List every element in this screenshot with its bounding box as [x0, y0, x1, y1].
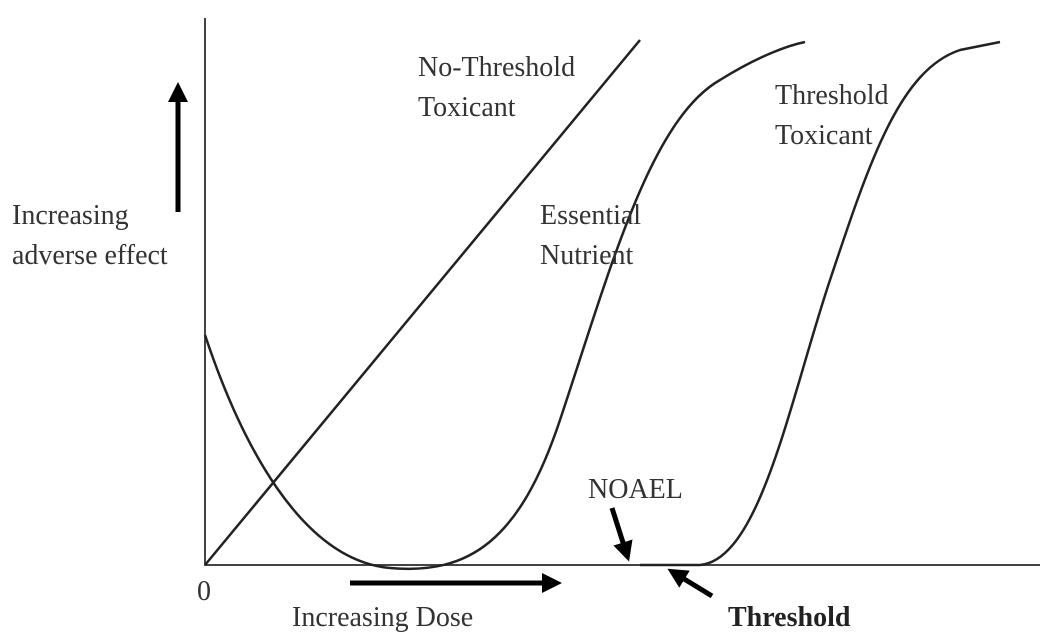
origin-label: 0 — [197, 576, 211, 607]
no-threshold-curve — [204, 39, 641, 566]
label: Essential — [540, 200, 641, 231]
label: Threshold — [728, 602, 851, 633]
axis-label: Increasing — [12, 200, 129, 231]
essential-nutrient-curve — [203, 40, 806, 571]
label: NOAEL — [588, 474, 683, 505]
label: Threshold — [775, 80, 889, 111]
label: Nutrient — [540, 240, 634, 271]
threshold-curve — [640, 40, 1001, 567]
threshold-arrow — [667, 568, 714, 599]
label: No-Threshold — [418, 52, 575, 83]
noael-arrow — [609, 507, 633, 562]
label: Toxicant — [418, 92, 516, 123]
axis-label: Increasing Dose — [292, 602, 473, 633]
axis-label: adverse effect — [12, 240, 168, 271]
label: Toxicant — [775, 120, 873, 151]
